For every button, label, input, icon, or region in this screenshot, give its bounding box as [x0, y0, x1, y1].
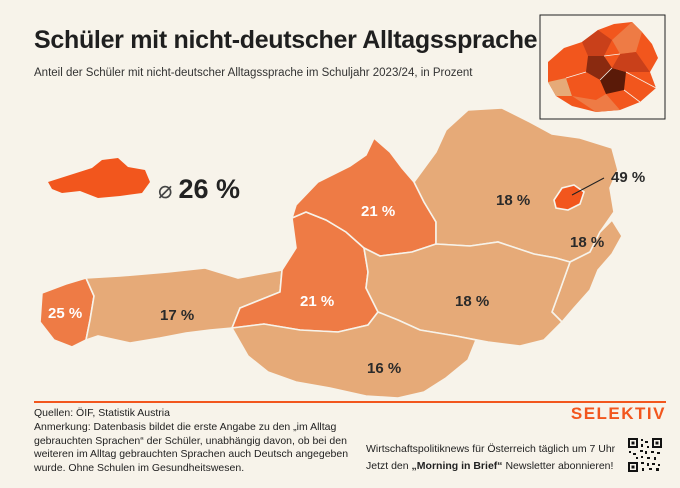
average-number: 26 % [178, 174, 240, 204]
promo-line-2[interactable]: Jetzt den „Morning in Brief“ Newsletter … [366, 460, 613, 472]
vienna-inset-map [539, 14, 666, 120]
note-text: Anmerkung: Datenbasis bildet die erste A… [34, 421, 349, 474]
footer-divider [34, 401, 666, 403]
average-value: ⌀ 26 % [158, 174, 240, 205]
label-tirol: 17 % [160, 307, 195, 324]
wien-callout-line [571, 177, 605, 196]
label-niederoesterreich: 18 % [496, 192, 531, 209]
label-steiermark: 18 % [455, 293, 490, 310]
region-wien[interactable] [553, 184, 585, 211]
promo-line-1: Wirtschaftspolitiknews für Österreich tä… [366, 443, 616, 455]
sources-text: Quellen: ÖIF, Statistik Austria [34, 407, 170, 419]
label-oberoesterreich: 21 % [361, 203, 396, 220]
label-vorarlberg: 25 % [48, 305, 83, 322]
label-burgenland: 18 % [570, 234, 605, 251]
qr-code-icon[interactable] [627, 437, 663, 473]
brand-logo[interactable]: SELEKTIV [570, 404, 666, 423]
chart-title: Schüler mit nicht-deutscher Alltagssprac… [34, 26, 538, 54]
promo-newsletter-name: „Morning in Brief“ [411, 460, 503, 472]
label-kaernten: 16 % [367, 360, 402, 377]
label-salzburg: 21 % [300, 293, 335, 310]
label-wien: 49 % [611, 169, 646, 186]
average-symbol: ⌀ [158, 177, 173, 204]
region-kaernten[interactable] [230, 311, 478, 399]
promo-suffix: Newsletter abonnieren! [502, 460, 614, 472]
chart-subtitle: Anteil der Schüler mit nicht-deutscher A… [34, 67, 473, 79]
promo-prefix: Jetzt den [366, 460, 412, 472]
austria-silhouette-icon [48, 158, 150, 198]
